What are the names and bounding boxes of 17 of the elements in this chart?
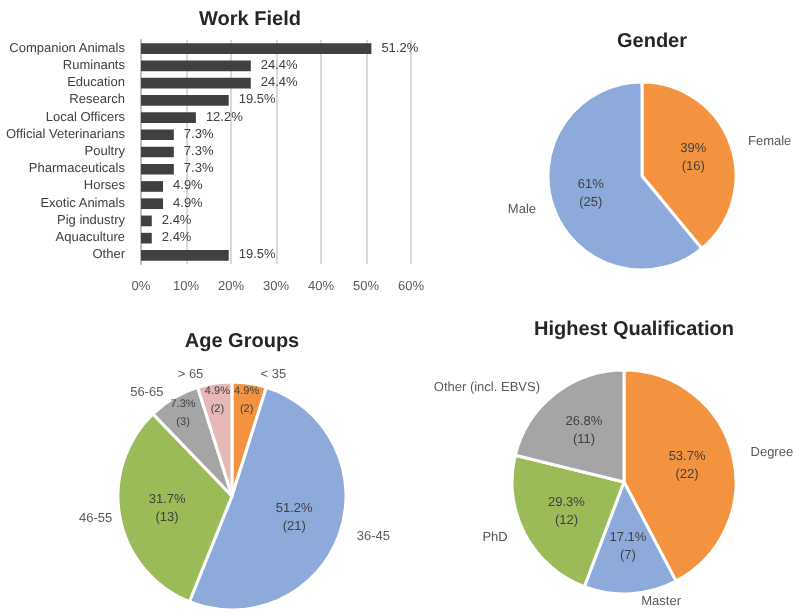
bar <box>140 198 164 210</box>
bar <box>140 146 174 158</box>
chart-title: Age Groups <box>184 331 301 353</box>
bar <box>140 232 152 244</box>
bar <box>140 112 196 123</box>
chart-title: Gender <box>616 31 688 53</box>
chart-title: Work Field <box>199 9 301 31</box>
bar <box>140 43 372 54</box>
bar <box>140 181 164 192</box>
chart-title: Highest Qualification <box>533 319 735 341</box>
bar <box>140 94 229 106</box>
bar <box>140 163 174 175</box>
bar <box>140 250 229 261</box>
bar <box>140 60 251 72</box>
bar <box>140 215 152 227</box>
bar <box>140 129 174 141</box>
bar <box>140 77 251 89</box>
